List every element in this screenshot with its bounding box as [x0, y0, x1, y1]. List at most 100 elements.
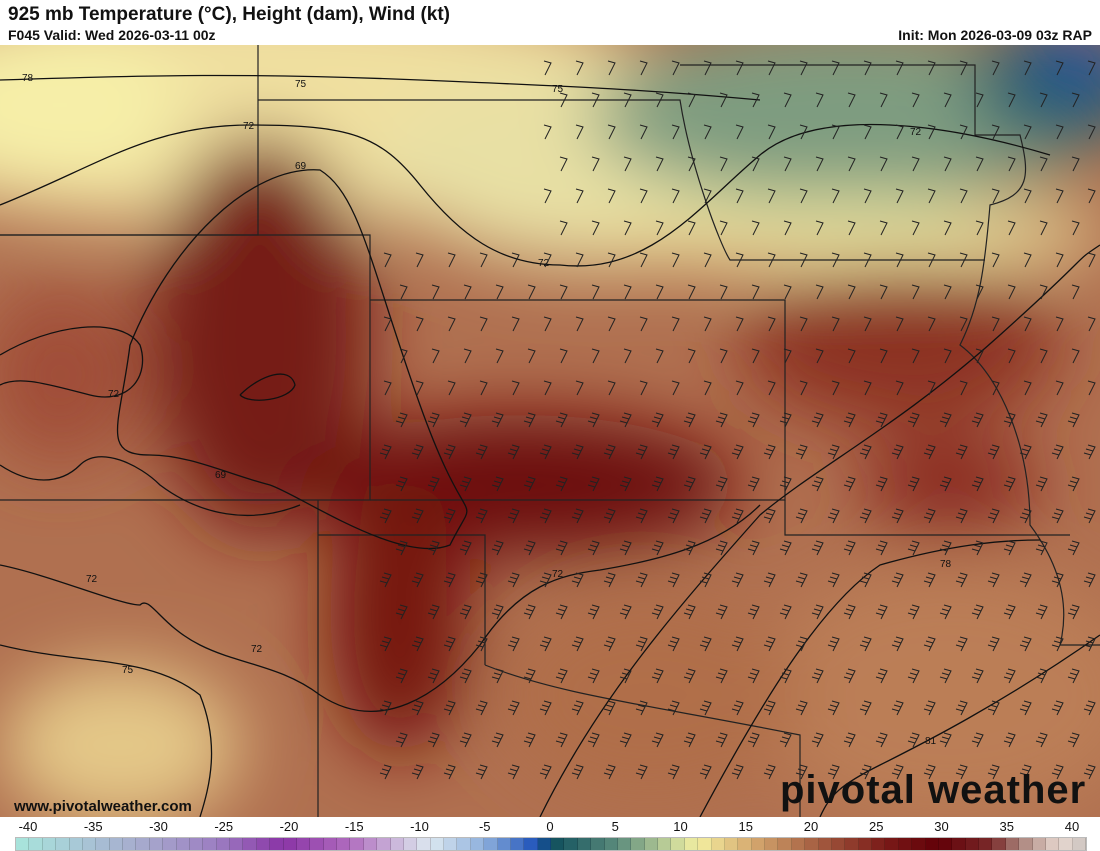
wind-barb — [591, 348, 600, 364]
wind-barb — [939, 412, 952, 428]
wind-barb — [955, 700, 968, 716]
wind-barb — [767, 252, 776, 268]
wind-barb — [479, 316, 488, 332]
contour-label: 72 — [108, 389, 120, 400]
wind-barb — [459, 412, 472, 428]
wind-barb — [379, 572, 392, 588]
wind-barb — [1019, 444, 1032, 460]
wind-barb — [671, 316, 680, 332]
wind-barb — [619, 540, 632, 556]
colorbar-cell — [270, 838, 284, 850]
wind-barb — [779, 668, 792, 684]
colorbar-cell — [1032, 838, 1046, 850]
wind-barb — [639, 188, 648, 204]
wind-barb — [459, 604, 472, 620]
wind-barb — [607, 124, 616, 140]
wind-barb — [959, 124, 968, 140]
colorbar-cell — [791, 838, 806, 850]
wind-barb — [811, 732, 824, 748]
colorbar-cell — [925, 838, 939, 850]
colorbar-tick: -5 — [478, 819, 491, 834]
wind-barb — [847, 220, 856, 236]
wind-barb — [443, 508, 456, 524]
wind-barb — [491, 412, 504, 428]
wind-barb — [527, 284, 536, 300]
wind-barb — [747, 476, 760, 492]
colorbar-cell — [1045, 838, 1060, 850]
wind-barb — [1023, 316, 1032, 332]
wind-barb — [671, 188, 680, 204]
contour-label: 78 — [940, 559, 952, 570]
wind-barb — [923, 508, 936, 524]
wind-barb — [991, 316, 1000, 332]
wind-barb — [911, 156, 920, 172]
wind-barb — [895, 252, 904, 268]
colorbar-tick: -20 — [279, 819, 299, 834]
wind-barb — [927, 252, 936, 268]
wind-barb — [799, 124, 808, 140]
colorbar-cell — [671, 838, 685, 850]
wind-barb — [971, 604, 984, 620]
wind-barb — [987, 636, 1000, 652]
colorbar-cell — [56, 838, 70, 850]
wind-barb — [699, 636, 712, 652]
wind-barb — [443, 636, 456, 652]
colorbar-cell — [350, 838, 364, 850]
wind-barb — [395, 604, 408, 620]
wind-barb — [731, 636, 744, 652]
wind-barb — [975, 92, 984, 108]
wind-barb — [683, 540, 696, 556]
wind-barb — [1067, 604, 1080, 620]
wind-barb — [1051, 764, 1064, 780]
wind-barb — [927, 124, 936, 140]
wind-barb — [1003, 476, 1016, 492]
temperature-map: 78 75 75 72 69 72 72 69 72 72 75 72 72 7… — [0, 45, 1100, 817]
wind-barb — [959, 188, 968, 204]
wind-barb — [1039, 220, 1048, 236]
wind-barb — [683, 668, 696, 684]
wind-barb — [891, 572, 904, 588]
wind-barb — [943, 92, 952, 108]
wind-barb — [1023, 380, 1032, 396]
wind-barb — [703, 252, 712, 268]
wind-barb — [751, 220, 760, 236]
wind-barb — [751, 348, 760, 364]
wind-barb — [683, 604, 696, 620]
wind-barb — [923, 572, 936, 588]
colorbar-cell — [69, 838, 83, 850]
wind-barb — [831, 252, 840, 268]
wind-barb — [651, 412, 664, 428]
wind-barb — [879, 348, 888, 364]
wind-barb — [559, 92, 568, 108]
colorbar-cell — [484, 838, 498, 850]
wind-barb — [1039, 92, 1048, 108]
wind-barb — [555, 540, 568, 556]
wind-barb — [635, 444, 648, 460]
wind-barb — [779, 604, 792, 620]
wind-barb — [795, 572, 808, 588]
wind-barb — [843, 604, 856, 620]
contour-label: 72 — [243, 121, 255, 132]
colorbar-cell — [109, 838, 123, 850]
wind-barb — [1007, 156, 1016, 172]
wind-barb — [955, 764, 968, 780]
colorbar-cell — [711, 838, 725, 850]
wind-barb — [1087, 316, 1096, 332]
wind-barb — [475, 764, 488, 780]
wind-barb — [635, 764, 648, 780]
wind-barb — [1003, 540, 1016, 556]
wind-barb — [523, 540, 536, 556]
wind-barb — [587, 540, 600, 556]
wind-barb — [427, 540, 440, 556]
wind-barb — [555, 668, 568, 684]
wind-barb — [591, 284, 600, 300]
wind-barb — [1019, 764, 1032, 780]
wind-barb — [1071, 92, 1080, 108]
colorbar-cell — [243, 838, 257, 850]
colorbar-cell — [96, 838, 110, 850]
wind-barb — [751, 156, 760, 172]
colorbar-cell — [430, 838, 444, 850]
wind-barb — [1055, 252, 1064, 268]
wind-barb — [731, 444, 744, 460]
wind-barb — [1083, 572, 1096, 588]
